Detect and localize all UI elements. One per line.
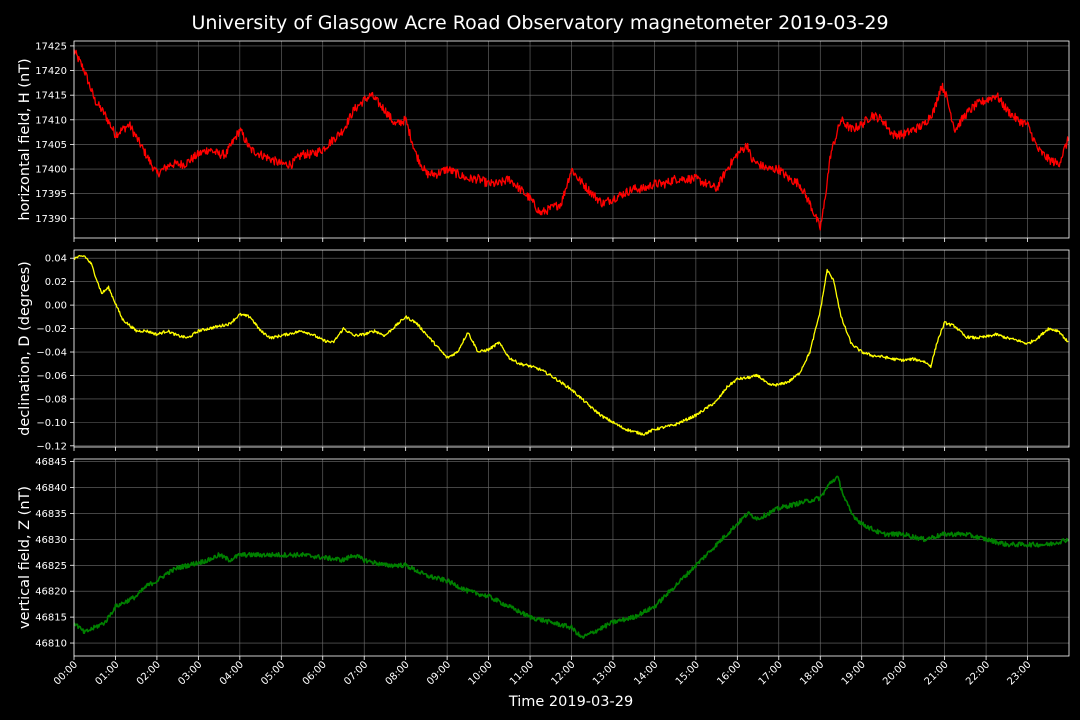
y-tick-label: −0.12 [36,441,67,452]
y-tick-label: 46815 [35,613,67,624]
x-tick-label: 20:00 [881,659,909,687]
y-tick-label: −0.08 [36,394,67,405]
y-tick-label: 46840 [35,483,67,494]
y-tick-label: 17415 [35,91,67,102]
y-tick-label: −0.04 [36,348,67,359]
x-tick-label: 01:00 [93,659,121,687]
y-tick-label: 46820 [35,587,67,598]
y-tick-label: 17425 [35,41,67,52]
panel-1: 17390 17395 17400 17405 17410 17415 17420 17425… [17,40,1070,242]
x-tick-label: 19:00 [840,659,868,687]
y-tick-label: 46825 [35,561,67,572]
x-tick-label: 22:00 [964,659,992,687]
y-tick-label: 17405 [35,140,67,151]
series-line [73,49,1069,231]
y-axis-label: declination, D (degrees) [17,261,33,436]
y-tick-label: 46830 [35,535,67,546]
y-tick-label: 17410 [35,115,67,126]
y-tick-label: 17390 [35,214,67,225]
panels: 17390 17395 17400 17405 17410 17415 17420 17425… [17,40,1070,688]
x-tick-label: 04:00 [218,659,246,687]
chart-title: University of Glasgow Acre Road Observat… [191,12,888,34]
x-tick-label: 02:00 [135,659,163,687]
x-tick-label: 06:00 [301,659,329,687]
x-tick-label: 10:00 [467,659,495,687]
x-tick-label: 05:00 [259,659,287,687]
x-tick-label: 00:00 [52,659,80,687]
panel-2: −0.12 −0.10 −0.08 −0.06 −0.04 −0.02 0.00 0.02 0.… [17,249,1070,452]
x-tick-label: 03:00 [176,659,204,687]
x-axis-label: Time 2019-03-29 [508,694,633,710]
y-tick-label: −0.10 [36,418,67,429]
x-tick-label: 08:00 [384,659,412,687]
y-tick-label: 0.00 [45,301,67,312]
series-line [73,475,1070,640]
x-tick-label: 21:00 [923,659,951,687]
x-tick-label: 15:00 [674,659,702,687]
y-tick-label: 17395 [35,189,67,200]
x-tick-label: 13:00 [591,659,619,687]
x-tick-label: 12:00 [549,659,577,687]
x-tick-label: 23:00 [1006,659,1034,687]
x-tick-label: 09:00 [425,659,453,687]
x-tick-label: 16:00 [715,659,743,687]
x-tick-label: 07:00 [342,659,370,687]
x-tick-label: 18:00 [798,659,826,687]
y-axis-label: horizontal field, H (nT) [17,58,33,220]
y-tick-label: 0.04 [45,254,67,265]
y-tick-label: 46810 [35,639,67,650]
y-tick-label: 17420 [35,66,67,77]
y-tick-label: 0.02 [45,277,67,288]
series-line [73,254,1069,436]
panel-3: 46810 46815 46820 46825 46830 46835 46840 46845… [17,457,1070,660]
y-tick-label: −0.06 [36,371,67,382]
x-tick-label: 17:00 [757,659,785,687]
y-tick-label: 46845 [35,457,67,468]
x-tick-label: 14:00 [632,659,660,687]
y-tick-label: −0.02 [36,324,67,335]
y-tick-label: 17400 [35,165,67,176]
y-tick-label: 46835 [35,509,67,520]
x-tick-label: 11:00 [508,659,536,687]
y-axis-label: vertical field, Z (nT) [17,486,33,629]
